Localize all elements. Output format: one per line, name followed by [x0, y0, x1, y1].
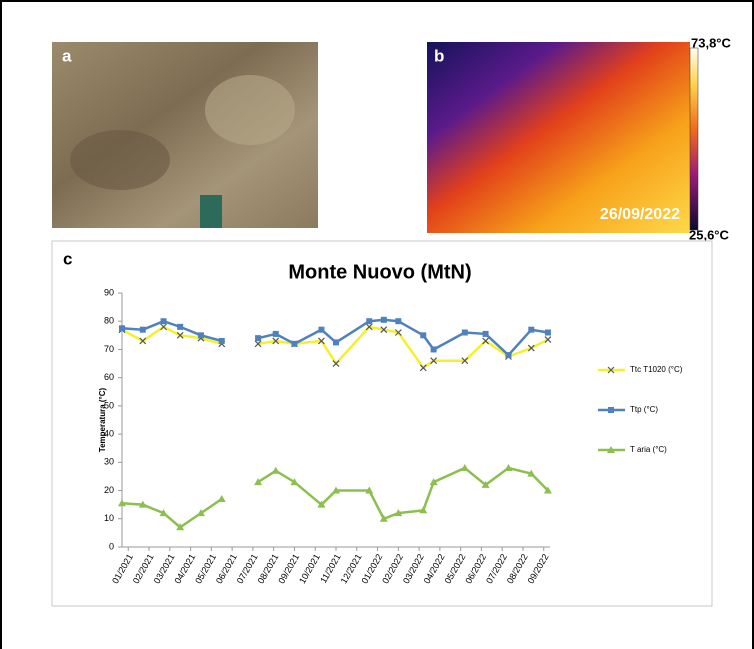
point — [419, 364, 427, 372]
point — [176, 331, 184, 339]
point — [217, 495, 226, 503]
point — [118, 499, 126, 507]
legend-marker — [607, 446, 615, 453]
y-tick-label: 40 — [104, 428, 114, 438]
point — [544, 329, 551, 336]
point — [318, 337, 325, 345]
photo-device — [200, 195, 222, 228]
y-axis-label: Temperatura (°C) — [98, 387, 107, 452]
point — [380, 316, 387, 323]
point — [419, 506, 428, 514]
point — [429, 478, 438, 486]
y-tick-label: 50 — [104, 400, 114, 410]
point — [138, 500, 147, 508]
point — [380, 326, 388, 334]
point — [139, 326, 146, 333]
point — [504, 463, 513, 471]
chart-title: Monte Nuovo (MtN) — [288, 261, 471, 283]
y-tick-label: 70 — [104, 344, 114, 354]
point — [527, 344, 535, 352]
point — [196, 509, 205, 517]
point — [394, 329, 402, 336]
point — [333, 339, 339, 346]
point — [420, 332, 427, 339]
photo-detail — [205, 75, 295, 145]
y-tick-label: 60 — [104, 372, 114, 382]
panel-label: a — [62, 46, 72, 65]
point — [461, 357, 469, 365]
legend-label: Ttp (°C) — [630, 405, 658, 414]
point — [318, 326, 325, 333]
point — [119, 325, 125, 332]
point — [254, 340, 262, 348]
point — [177, 323, 184, 330]
point — [272, 330, 279, 337]
thermal-image — [427, 42, 690, 233]
y-tick-label: 10 — [104, 513, 114, 523]
legend-marker — [608, 407, 614, 413]
chart-box — [51, 240, 713, 607]
point — [272, 337, 280, 345]
point — [332, 360, 340, 367]
thermal-date: 26/09/2022 — [600, 206, 680, 223]
point — [365, 323, 373, 331]
panel-label: c — [63, 249, 72, 268]
legend-marker — [607, 366, 615, 374]
panel-label: b — [434, 46, 444, 65]
point — [176, 523, 185, 531]
y-tick-label: 90 — [104, 287, 114, 297]
point — [365, 486, 374, 494]
y-tick-label: 0 — [109, 541, 114, 551]
point — [430, 357, 438, 365]
point — [197, 332, 204, 339]
point — [461, 329, 468, 336]
point — [460, 463, 469, 471]
colorbar — [689, 47, 699, 231]
point — [290, 478, 299, 486]
colorbar-min: 25,6°C — [689, 227, 730, 242]
legend-label: Ttc T1020 (°C) — [630, 365, 683, 374]
point — [379, 514, 388, 522]
point — [544, 336, 552, 343]
point — [332, 486, 340, 494]
point — [481, 480, 490, 488]
point — [394, 509, 403, 517]
y-tick-label: 20 — [104, 485, 114, 495]
point — [528, 326, 535, 333]
point — [139, 337, 147, 345]
point — [366, 318, 373, 325]
legend-label: T aria (°C) — [630, 445, 667, 454]
photo-detail — [70, 130, 170, 190]
point — [527, 469, 536, 477]
point — [255, 335, 262, 342]
point — [482, 330, 489, 337]
point — [505, 352, 512, 359]
point — [543, 486, 552, 494]
y-tick-label: 30 — [104, 457, 114, 467]
point — [159, 509, 168, 517]
point — [271, 466, 280, 474]
point — [254, 478, 263, 486]
point — [160, 323, 167, 331]
point — [430, 346, 437, 353]
y-tick-label: 80 — [104, 316, 114, 326]
point — [160, 318, 167, 325]
point — [395, 318, 402, 325]
point — [482, 337, 490, 345]
point — [291, 340, 298, 347]
point — [317, 500, 326, 508]
colorbar-max: 73,8°C — [691, 35, 732, 50]
point — [218, 337, 225, 344]
